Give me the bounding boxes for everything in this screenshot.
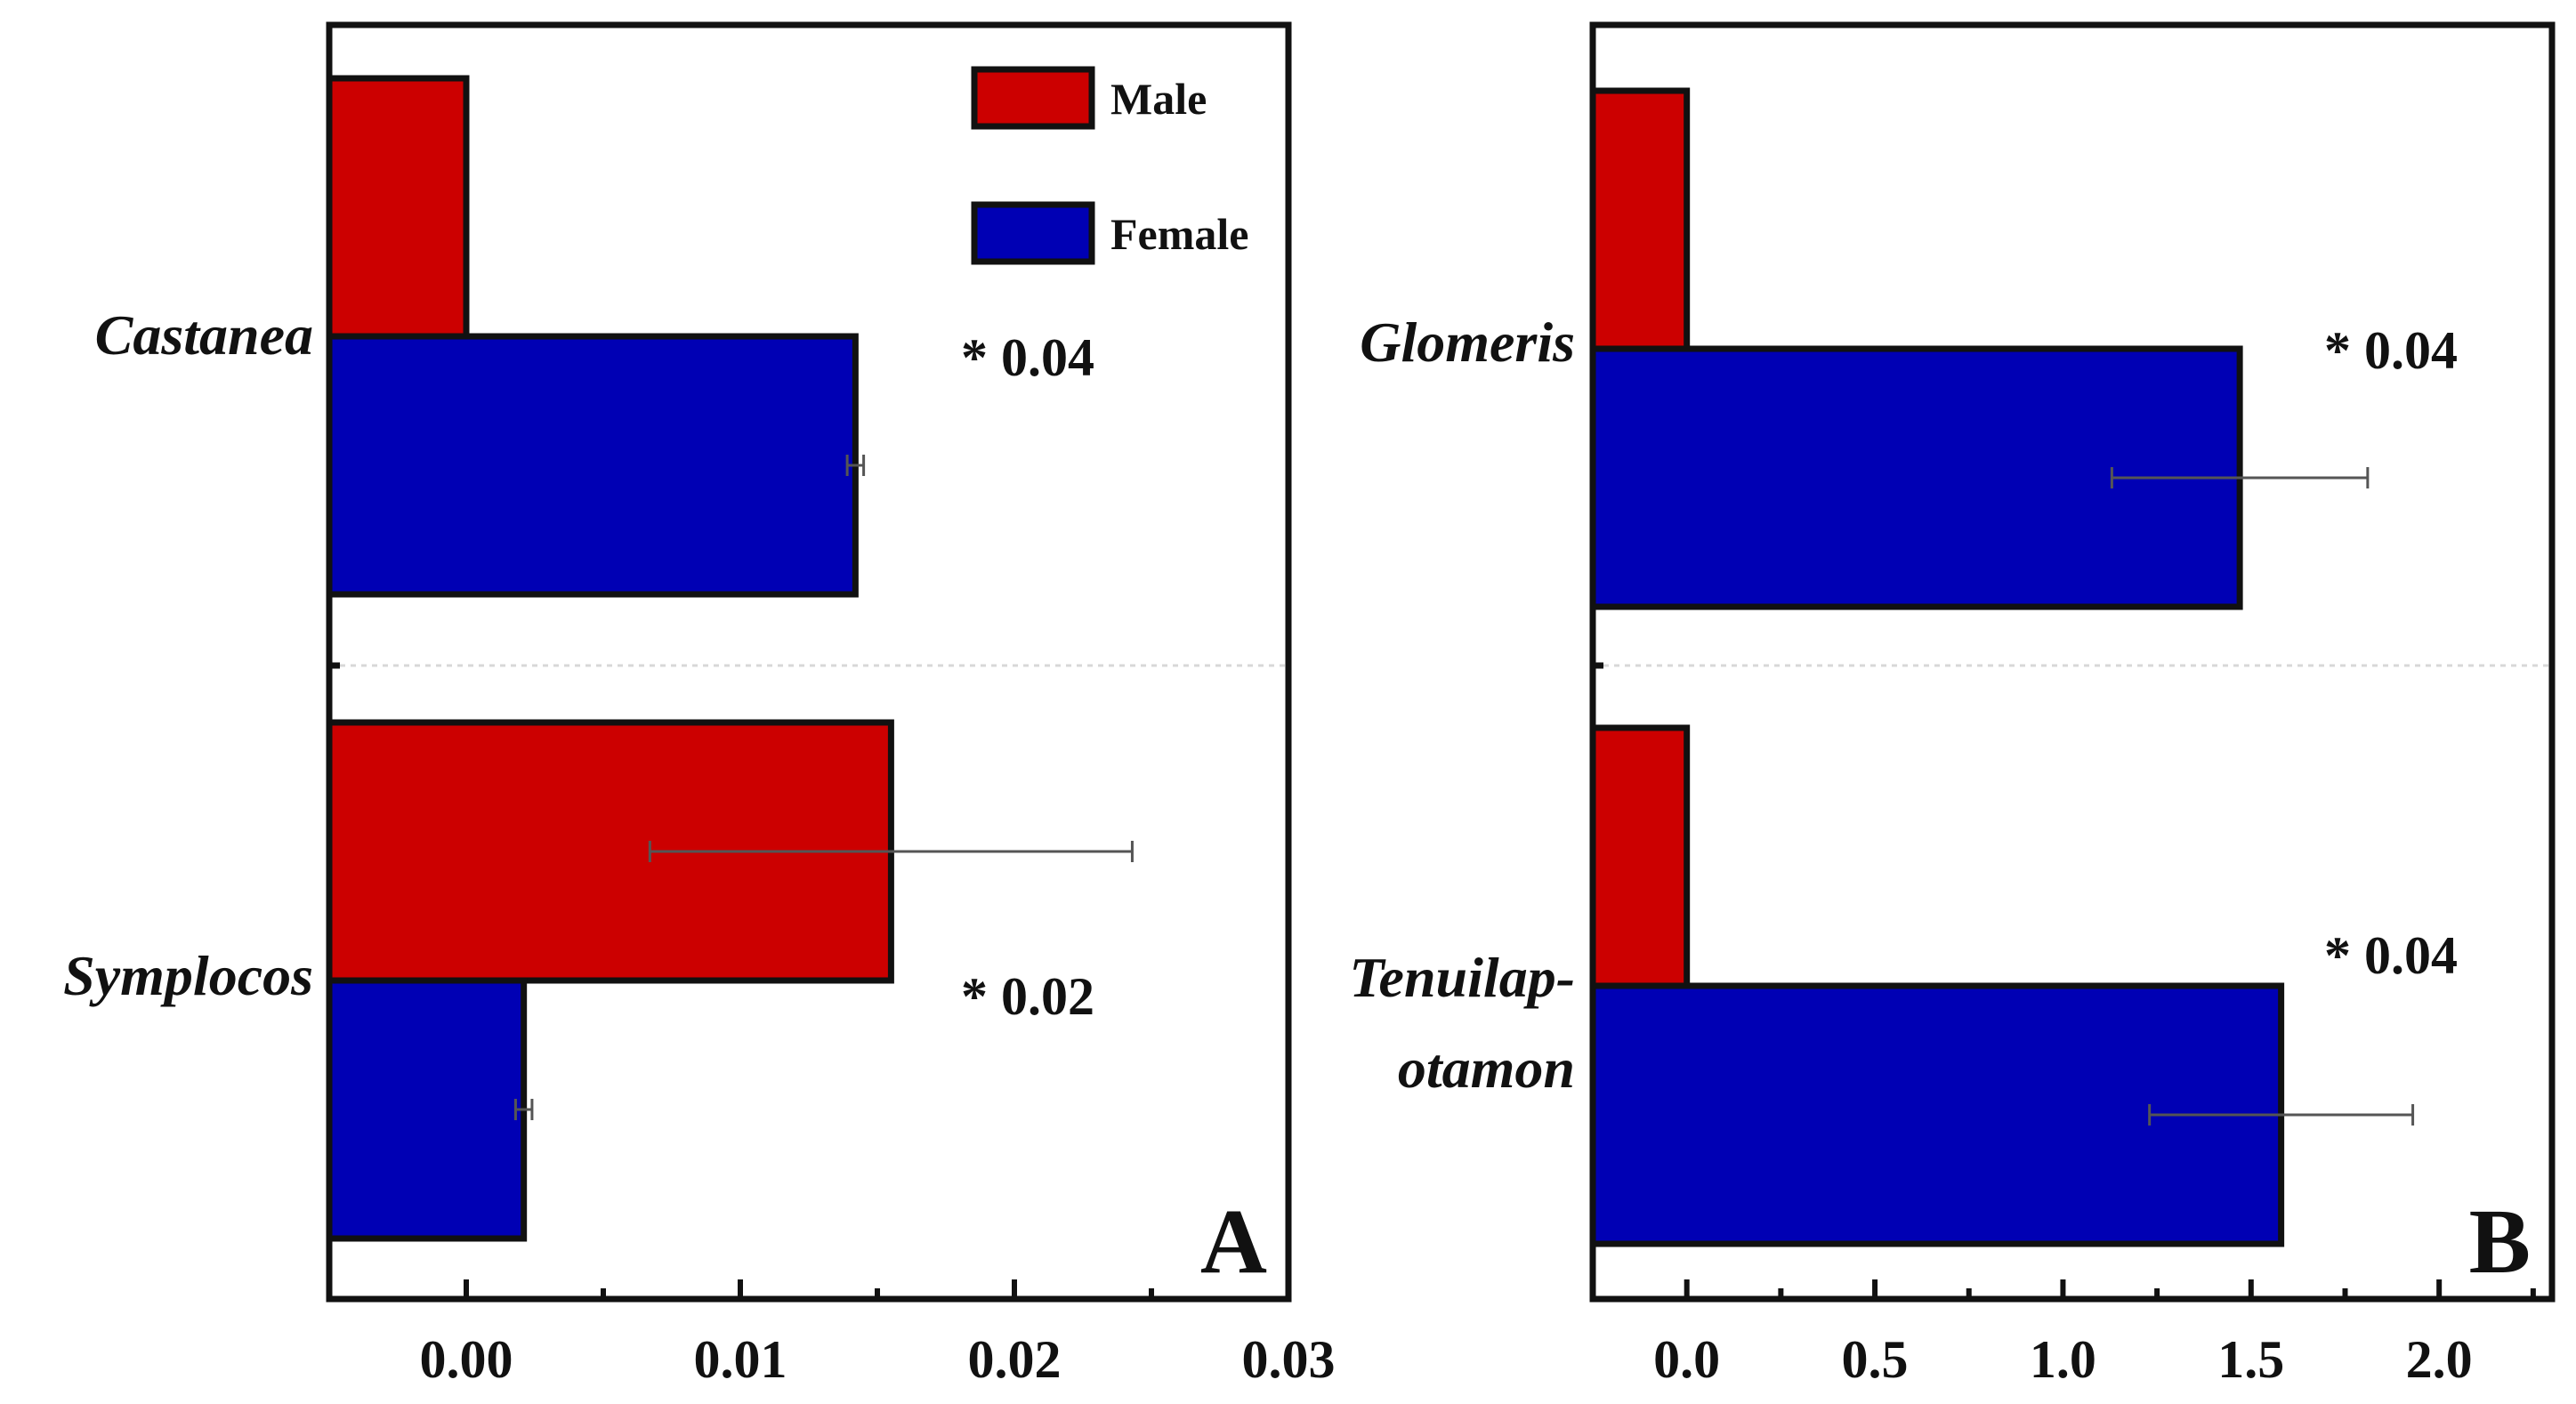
panel-a-panel-letter: A: [1200, 1190, 1267, 1293]
panel-b-bar-male-glomeris: [1589, 87, 1691, 352]
panel-a-plot-frame: [326, 21, 1292, 1303]
panel-b-annotation-tenuilap-otamon: * 0.04: [2324, 926, 2458, 985]
panel-b-plot-frame: [1589, 21, 2556, 1303]
panel-a-category-label-symplocos: Symplocos: [63, 944, 313, 1007]
panel-a-xtick-label-0-00: 0.00: [420, 1330, 513, 1389]
panel-a-annotation-castanea: * 0.04: [961, 328, 1094, 387]
panel-a-bar-female-symplocos: [326, 977, 528, 1242]
panel-b-bar-male-tenuilap-otamon: [1589, 724, 1691, 989]
panel-b-panel-letter: B: [2469, 1190, 2531, 1293]
panel-b-annotation-glomeris: * 0.04: [2324, 321, 2458, 380]
panel-b-category-label-tenuilap-otamon-line-1: Tenuilap-: [1349, 946, 1575, 1009]
panel-a-category-label-castanea: Castanea: [95, 303, 313, 367]
panel-b-xtick-label-2-0: 2.0: [2406, 1330, 2473, 1389]
panel-a-legend-swatch-male: [971, 66, 1095, 130]
panel-b-xtick-label-0-5: 0.5: [1842, 1330, 1909, 1389]
panel-a-xtick-label-0-02: 0.02: [968, 1330, 1062, 1389]
panel-a-legend-swatch-female: [971, 201, 1095, 265]
panel-a-xtick-label-0-01: 0.01: [694, 1330, 787, 1389]
panel-b-chart: Glomeris * 0.04 Tenuilap-otamon * 0.04 0.0 0.…: [1349, 21, 2556, 1389]
panel-a-legend-label-male: Male: [1110, 74, 1207, 124]
panel-a-xtick-label-0-03: 0.03: [1242, 1330, 1336, 1389]
panel-a-bar-male-castanea: [326, 75, 470, 340]
panel-a-chart: Castanea * 0.04 Symplocos * 0.02 0.00 0.01 0.0…: [63, 21, 1336, 1389]
panel-a-annotation-symplocos: * 0.02: [961, 967, 1094, 1026]
panel-b-xtick-label-0-0: 0.0: [1653, 1330, 1720, 1389]
panel-a-legend-label-female: Female: [1110, 209, 1248, 259]
panel-b-category-label-tenuilap-otamon-line-2: otamon: [1398, 1037, 1575, 1100]
panel-a-bar-female-castanea: [326, 333, 859, 598]
panel-b-xtick-label-1-5: 1.5: [2217, 1330, 2284, 1389]
panel-b-category-label-glomeris: Glomeris: [1360, 311, 1575, 374]
panel-b-xtick-label-1-0: 1.0: [2030, 1330, 2096, 1389]
